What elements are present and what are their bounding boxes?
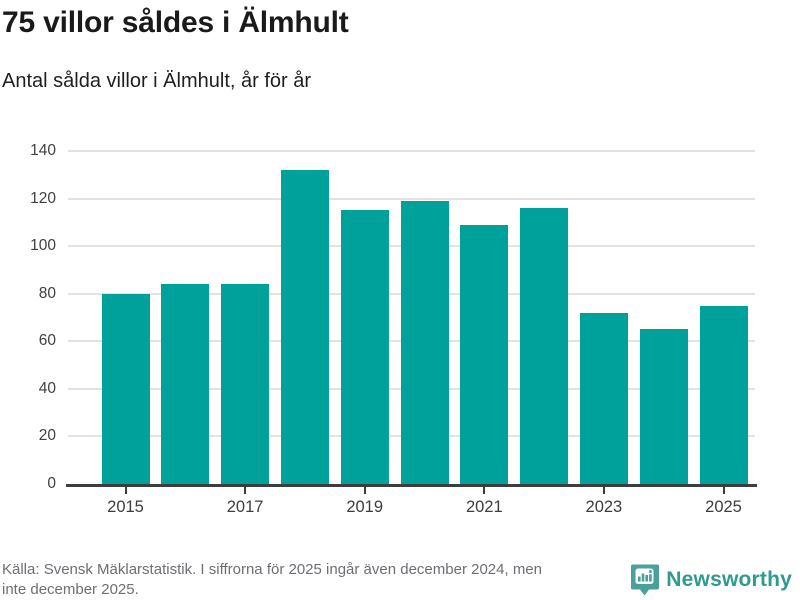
- bar-2023: [579, 312, 628, 484]
- x-axis-label-2017: 2017: [226, 498, 264, 516]
- x-axis-line: [66, 484, 757, 487]
- chart-title: 75 villor såldes i Älmhult: [2, 6, 349, 39]
- y-axis-label-0: 0: [47, 475, 56, 492]
- bar-2024: [639, 329, 688, 484]
- x-axis-label-2019: 2019: [346, 498, 384, 516]
- y-axis-label-100: 100: [30, 237, 56, 255]
- y-axis-label-20: 20: [38, 427, 56, 445]
- bar-2015: [101, 293, 150, 484]
- y-axis-label-140: 140: [30, 142, 56, 159]
- y-axis-label-40: 40: [38, 379, 56, 397]
- source-note-line2: inte december 2025.: [2, 581, 139, 598]
- bar-2017: [221, 284, 270, 484]
- gridline-140: [68, 150, 755, 152]
- x-tick-2019: [363, 487, 366, 494]
- x-axis-label-2015: 2015: [107, 498, 144, 516]
- x-tick-2021: [483, 487, 486, 494]
- plot-area: [68, 150, 755, 484]
- x-axis-label-2023: 2023: [585, 498, 623, 516]
- bar-2019: [340, 210, 389, 484]
- newsworthy-bubble-chart-icon: [630, 563, 660, 596]
- newsworthy-logo-text: Newsworthy: [666, 567, 792, 591]
- bar-2021: [460, 224, 509, 484]
- y-axis-label-120: 120: [30, 189, 56, 207]
- y-axis-label-80: 80: [38, 284, 56, 302]
- bar-2025: [699, 305, 748, 484]
- x-tick-2017: [244, 487, 247, 494]
- x-tick-2025: [722, 487, 725, 494]
- x-tick-2023: [602, 487, 605, 494]
- gridline-120: [68, 197, 755, 200]
- source-note: Källa: Svensk Mäklarstatistik. I siffror…: [2, 560, 542, 600]
- newsworthy-logo: Newsworthy: [630, 563, 792, 596]
- bar-2016: [161, 284, 210, 484]
- bar-2022: [520, 208, 569, 484]
- x-tick-2015: [124, 487, 127, 494]
- bar-2020: [400, 200, 449, 484]
- x-axis-label-2021: 2021: [465, 498, 503, 516]
- y-axis-label-60: 60: [38, 332, 56, 350]
- source-note-line1: Källa: Svensk Mäklarstatistik. I siffror…: [2, 561, 542, 578]
- bar-2018: [280, 170, 329, 484]
- x-axis-label-2025: 2025: [705, 498, 742, 516]
- chart-subtitle: Antal sålda villor i Älmhult, år för år: [2, 70, 312, 92]
